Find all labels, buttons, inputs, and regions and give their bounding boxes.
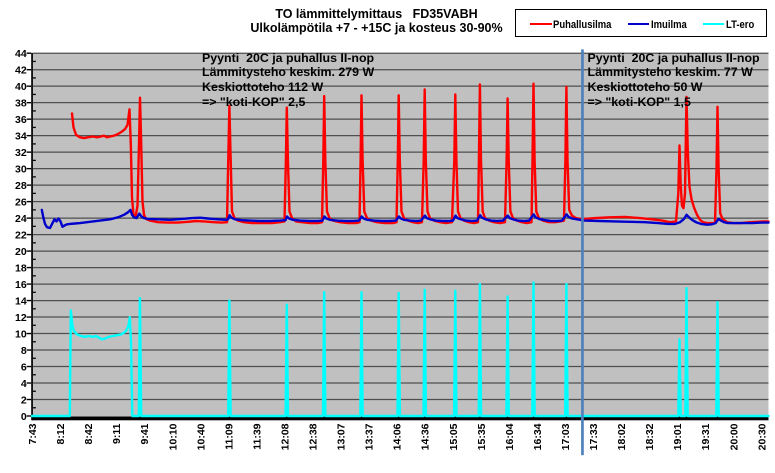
axis-ticks [26, 52, 36, 417]
series-lines [30, 82, 770, 418]
y-axis-label: 20 [15, 246, 27, 258]
annotation-line: Lämmitysteho keskim. 77 W [587, 65, 753, 80]
annotation-left: Pyynti 20C ja puhallus II-nop Lämmityste… [202, 51, 374, 110]
x-axis-label: 16:04 [504, 423, 516, 450]
annotation-line: Pyynti 20C ja puhallus II-nop [587, 50, 760, 65]
x-axis-label: 7:43 [27, 423, 39, 444]
annotation-right: Pyynti 20C ja puhallus II-nop Lämmityste… [588, 51, 760, 110]
legend: Puhallusilma Imuilma LT-ero [515, 8, 767, 37]
y-axis-label: 34 [15, 130, 27, 142]
series-line-puhallusilma [70, 82, 770, 225]
annotation-line: Keskiottoteho 50 W [587, 80, 703, 95]
y-axis-label: 38 [15, 97, 27, 109]
x-axis-label: 19:01 [672, 423, 684, 450]
x-axis-label: 12:38 [308, 423, 320, 450]
x-axis-label: 20:30 [756, 423, 768, 450]
x-axis-label: 12:08 [279, 423, 291, 450]
x-axis-label: 8:12 [55, 423, 67, 444]
y-axis-label: 8 [21, 345, 27, 357]
x-axis-label: 10:10 [167, 423, 179, 450]
legend-label: Imuilma [650, 18, 687, 31]
x-axis-label: 11:09 [223, 423, 235, 449]
chart-title: TO lämmittelymittaus FD35VABH Ulkolämpöt… [0, 7, 753, 35]
x-axis-label: 11:39 [251, 423, 263, 449]
x-axis-label: 8:42 [83, 423, 95, 444]
series-line-lt-ero [30, 281, 770, 418]
x-axis-label: 10:40 [195, 423, 207, 450]
x-axis-label: 18:02 [616, 423, 628, 450]
annotation-line: => "koti-KOP" 2,5 [202, 94, 306, 109]
x-axis-label: 15:05 [448, 423, 460, 450]
y-axis-label: 44 [15, 48, 27, 60]
chart-title-line2: Ulkolämpötila +7 - +15C ja kosteus 30-90… [250, 21, 503, 36]
legend-line-sample-red [529, 22, 552, 26]
x-axis-label: 20:00 [728, 423, 740, 450]
y-axis-label: 28 [15, 180, 27, 192]
y-axis-label: 22 [15, 229, 27, 241]
x-axis-labels: 7:43 8:12 8:42 9:11 9:41 10:10 10:40 11:09 11:39… [27, 423, 768, 450]
y-axis-label: 24 [15, 213, 27, 225]
y-axis-label: 2 [21, 394, 27, 406]
x-axis-label: 17:03 [560, 423, 572, 450]
y-axis-label: 10 [15, 328, 27, 340]
y-axis-label: 4 [21, 378, 27, 390]
y-axis-labels: 0246810121416182022242628303234363840424… [15, 48, 27, 423]
x-axis-line [32, 416, 769, 421]
y-axis-label: 16 [15, 279, 27, 291]
divider-line [581, 49, 584, 456]
series-line-imuilma [40, 208, 770, 230]
y-axis-label: 30 [15, 163, 27, 175]
x-axis-label: 18:32 [644, 423, 656, 450]
y-axis-label: 0 [21, 411, 27, 423]
x-axis-label: 13:07 [336, 423, 348, 450]
x-axis-label: 19:31 [700, 423, 712, 450]
x-axis-label: 14:06 [392, 423, 404, 450]
legend-line-sample-blue [627, 22, 650, 26]
x-axis-label: 16:34 [532, 423, 544, 450]
y-axis-label: 12 [15, 312, 27, 324]
legend-label: LT-ero [725, 18, 755, 31]
y-axis-label: 14 [15, 295, 27, 307]
x-axis-label: 13:37 [364, 423, 376, 450]
x-axis-label: 14:36 [420, 423, 432, 450]
annotation-line: Keskiottoteho 112 W [202, 80, 324, 95]
y-axis-label: 40 [15, 81, 27, 93]
y-axis-line [31, 52, 33, 421]
x-axis-label: 9:41 [139, 423, 151, 444]
chart-title-line1: TO lämmittelymittaus FD35VABH [275, 7, 478, 22]
annotation-line: => "koti-KOP" 1,5 [587, 94, 691, 109]
y-axis-label: 36 [15, 114, 27, 126]
legend-line-sample-cyan [702, 22, 725, 26]
y-axis-label: 18 [15, 262, 27, 274]
y-axis-label: 42 [15, 64, 27, 76]
y-axis-label: 32 [15, 147, 27, 159]
y-axis-label: 26 [15, 196, 27, 208]
annotation-line: Pyynti 20C ja puhallus II-nop [202, 50, 375, 65]
x-axis-label: 17:33 [588, 423, 600, 450]
annotation-line: Lämmitysteho keskim. 279 W [202, 65, 375, 80]
y-axis-label: 6 [21, 361, 27, 373]
x-axis-label: 9:11 [111, 423, 123, 444]
x-axis-label: 15:35 [476, 423, 488, 450]
legend-label: Puhallusilma [553, 18, 612, 31]
